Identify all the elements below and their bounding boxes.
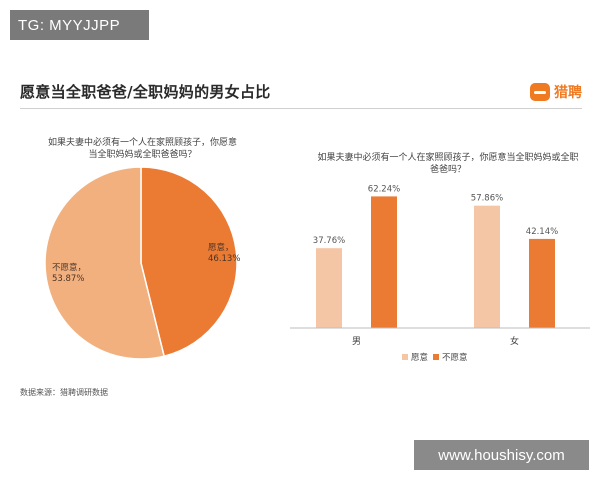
brand-icon	[530, 83, 550, 101]
pie-question: 如果夫妻中必须有一个人在家照顾孩子，你愿意 当全职妈妈或全职爸爸吗？	[20, 137, 265, 161]
bar-value-unwilling-0: 62.24%	[368, 184, 400, 194]
pie-label-unwilling: 不愿意，	[52, 262, 86, 273]
bar-value-willing-0: 37.76%	[313, 236, 345, 246]
pie-slice-willing	[140, 166, 238, 358]
title-divider	[20, 108, 582, 109]
x-tick-label-0: 男	[352, 336, 361, 347]
bar-question: 如果夫妻中必须有一个人在家照顾孩子，你愿意当全职妈妈或全职 爸爸吗？	[308, 152, 588, 176]
legend-label-unwilling: 不愿意	[442, 352, 468, 363]
pie-value-unwilling: 53.87%	[52, 274, 84, 284]
pie-value-willing: 46.13%	[208, 254, 240, 264]
bar-willing-0	[316, 248, 342, 328]
brand-name: 猎聘	[554, 85, 582, 101]
bar-willing-1	[474, 205, 500, 328]
bar-unwilling-0	[371, 196, 397, 328]
data-source: 数据来源：猎聘调研数据	[20, 388, 108, 397]
legend-swatch-willing	[402, 354, 408, 360]
pie-label-willing: 愿意，	[208, 242, 234, 253]
pie-question-line-1: 如果夫妻中必须有一个人在家照顾孩子，你愿意	[47, 138, 237, 148]
page-title: 愿意当全职爸爸/全职妈妈的男女占比	[20, 83, 271, 101]
bar-question-line-1: 如果夫妻中必须有一个人在家照顾孩子，你愿意当全职妈妈或全职	[317, 153, 579, 163]
brand-logo: 猎聘	[530, 82, 582, 102]
bar-value-willing-1: 57.86%	[471, 194, 503, 204]
watermark-top: TG: MYYJJPP	[10, 10, 149, 40]
legend-swatch-unwilling	[433, 354, 439, 360]
legend-label-willing: 愿意	[411, 352, 428, 363]
bar-question-line-2: 爸爸吗？	[429, 165, 466, 175]
bar-unwilling-1	[529, 238, 555, 328]
bar-value-unwilling-1: 42.14%	[526, 227, 558, 237]
pie-slice-unwilling	[44, 166, 166, 360]
watermark-bottom: www.houshisy.com	[414, 440, 589, 470]
pie-question-line-2: 当全职妈妈或全职爸爸吗？	[88, 150, 197, 160]
x-tick-label-1: 女	[510, 335, 519, 347]
